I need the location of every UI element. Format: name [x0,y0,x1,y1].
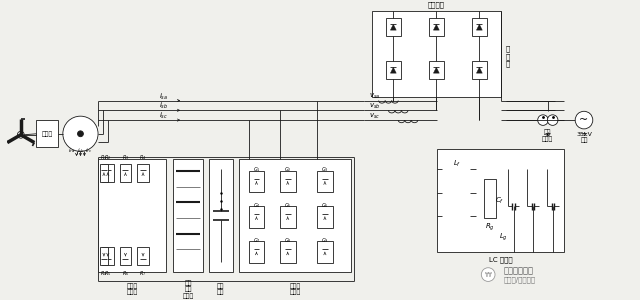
Text: $L_f$: $L_f$ [452,159,461,169]
Text: 齿轮箱: 齿轮箱 [42,131,53,136]
Text: $G_2$: $G_2$ [284,166,292,174]
Bar [472,18,487,36]
Bar [209,159,233,272]
Text: 全钒
液流
电池组: 全钒 液流 电池组 [182,280,194,298]
Bar [137,164,149,182]
Circle shape [481,268,495,281]
Text: LC 滤波器: LC 滤波器 [489,256,513,263]
Bar [102,247,114,265]
Text: 九开关
变换器: 九开关 变换器 [289,283,301,295]
Text: $R_6$: $R_6$ [122,269,129,278]
Bar [137,247,149,265]
Bar [239,159,351,272]
Bar [280,206,296,228]
Text: $i_{sb}$: $i_{sb}$ [159,101,168,112]
Bar [36,120,58,148]
Polygon shape [433,24,439,30]
Text: 转子侧
变换器: 转子侧 变换器 [127,283,138,295]
Polygon shape [476,24,483,30]
Text: $G_8$: $G_8$ [284,236,292,245]
Text: 电工技术学报: 电工技术学报 [504,266,534,275]
Text: 头条号/电气技术: 头条号/电气技术 [504,276,536,283]
Bar [484,179,496,218]
Bar [472,61,487,79]
Text: $v_{sc}$: $v_{sc}$ [369,112,380,121]
Text: 旁路开关: 旁路开关 [428,1,445,8]
Text: $L_g$: $L_g$ [499,232,508,243]
Text: $G_7$: $G_7$ [253,236,260,245]
Polygon shape [476,67,483,73]
Text: ₩: ₩ [484,272,492,278]
Bar [248,241,264,263]
Bar [100,247,108,265]
Text: 35kV
电网: 35kV 电网 [576,132,592,143]
Bar [429,61,444,79]
Bar [102,164,114,182]
Circle shape [77,131,83,137]
Bar [248,206,264,228]
Bar [372,11,501,97]
Text: $G_5$: $G_5$ [284,201,292,210]
Text: $v_{sa}$: $v_{sa}$ [369,92,380,101]
Bar [280,241,296,263]
Text: $i_{ra}$: $i_{ra}$ [68,146,76,155]
Text: 并
网
点: 并 网 点 [506,46,510,68]
Bar [317,241,333,263]
Text: $C_f$: $C_f$ [495,196,504,206]
Bar [385,18,401,36]
Bar [173,159,203,272]
Text: $R_2$: $R_2$ [104,153,111,162]
Text: $G_1$: $G_1$ [253,166,260,174]
Text: $G_6$: $G_6$ [321,201,329,210]
Text: $R_1$: $R_1$ [100,153,108,162]
Text: $R_4$: $R_4$ [140,153,147,162]
Bar [120,164,131,182]
Bar [317,206,333,228]
Circle shape [575,111,593,129]
Bar [385,61,401,79]
Bar [120,247,131,265]
Circle shape [17,131,24,138]
Text: $R_5$: $R_5$ [104,269,111,278]
Text: $i_{sc}$: $i_{sc}$ [159,111,168,121]
Text: ~: ~ [579,115,589,125]
Text: $G_9$: $G_9$ [321,236,329,245]
Polygon shape [390,24,396,30]
Polygon shape [390,67,396,73]
Circle shape [63,116,98,152]
Text: 卸荷
电路: 卸荷 电路 [217,283,225,295]
Text: $v_{sb}$: $v_{sb}$ [369,102,380,111]
Text: $i_{sa}$: $i_{sa}$ [159,92,168,102]
Text: $G_3$: $G_3$ [321,166,329,174]
Text: $i_{rb}$: $i_{rb}$ [77,146,84,155]
Bar [437,149,564,252]
Text: $R_4$: $R_4$ [100,269,108,278]
Text: $R_g$: $R_g$ [485,222,495,233]
Bar [280,171,296,192]
Text: $i_{rc}$: $i_{rc}$ [85,146,93,155]
Bar [100,164,108,182]
Text: 箱式
变压器: 箱式 变压器 [542,130,554,142]
Text: $R_7$: $R_7$ [140,269,147,278]
Text: $G_4$: $G_4$ [253,201,260,210]
Bar [248,171,264,192]
Bar [317,171,333,192]
Polygon shape [433,67,439,73]
Circle shape [547,115,558,125]
Circle shape [538,115,548,125]
Text: $R_3$: $R_3$ [122,153,129,162]
Bar [429,18,444,36]
Bar [98,159,166,272]
